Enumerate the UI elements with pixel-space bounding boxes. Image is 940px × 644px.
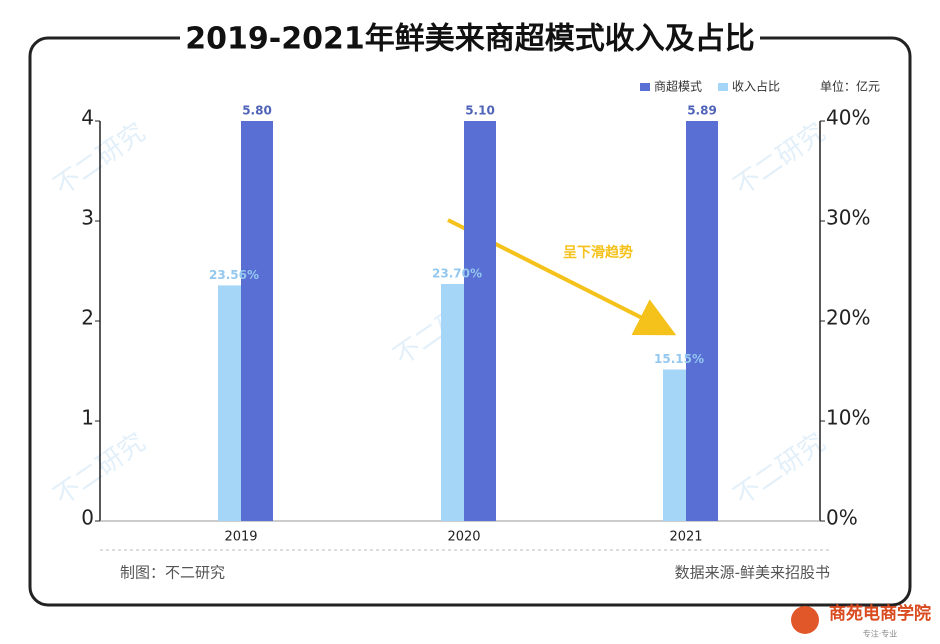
unit: 单位：亿元 [820, 79, 880, 94]
y2-tick-label: 40% [826, 106, 870, 130]
x-tick-label: 2019 [224, 530, 257, 545]
value-label: 5.80 [242, 104, 272, 118]
plot-area [218, 121, 718, 521]
watermark: 不二研究 [729, 117, 831, 201]
y2-tick-label: 10% [826, 406, 870, 430]
annotation: 呈下滑趋势 [563, 244, 633, 261]
y2-tick-label: 20% [826, 306, 870, 330]
bar [464, 121, 496, 521]
value-label: 23.70% [432, 267, 482, 281]
y-tick-label: 2 [81, 306, 94, 330]
y2-tick-label: 0% [826, 506, 858, 530]
x-tick-label: 2021 [669, 530, 702, 545]
title-bg [180, 20, 760, 58]
bar [241, 121, 273, 521]
y-tick-label: 1 [81, 406, 94, 430]
value-label: 5.10 [465, 104, 495, 118]
chart-title: 2019-2021年鲜美来商超模式收入及占比 [185, 22, 754, 57]
legend-swatch [640, 83, 650, 91]
brand: 商苑电商学院 [829, 603, 931, 624]
bar [686, 121, 718, 521]
brand-tagline: 专注·专业 [863, 629, 898, 639]
y-tick-label: 4 [81, 106, 94, 130]
watermark: 不二研究 [729, 427, 831, 511]
credit: 制图：不二研究 [120, 564, 225, 582]
source: 数据来源-鲜美来招股书 [675, 564, 830, 582]
legend-label: 收入占比 [732, 79, 780, 94]
legend-label: 商超模式 [654, 79, 702, 94]
value-label: 5.89 [687, 104, 717, 118]
legend-swatch [718, 83, 729, 91]
value-label: 15.15% [654, 352, 704, 366]
x-tick-label: 2020 [447, 530, 480, 545]
y-tick-label: 3 [81, 206, 94, 230]
value-label: 23.56% [209, 268, 259, 282]
y-tick-label: 0 [81, 506, 94, 530]
y2-tick-label: 30% [826, 206, 870, 230]
brand-logo [791, 606, 819, 634]
